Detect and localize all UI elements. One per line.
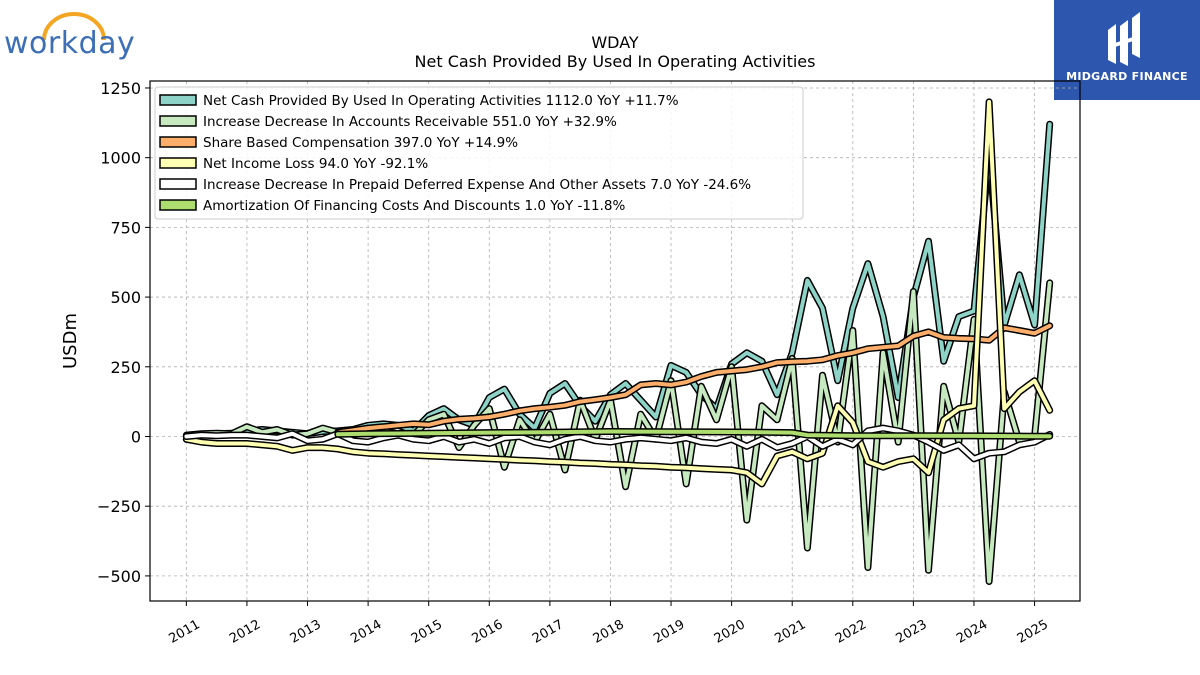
y-tick-label: −250 bbox=[97, 497, 141, 516]
legend-swatch bbox=[159, 115, 197, 127]
midgard-finance-logo: MIDGARD FINANCE bbox=[1054, 0, 1200, 100]
y-tick-label: 750 bbox=[110, 218, 141, 237]
series-line-3 bbox=[184, 99, 1052, 486]
y-axis-label: USDm bbox=[60, 313, 81, 369]
x-tick-label: 2013 bbox=[288, 617, 324, 647]
legend: Net Cash Provided By Used In Operating A… bbox=[154, 86, 804, 220]
x-tick-label: 2025 bbox=[1015, 617, 1051, 647]
legend-box bbox=[154, 86, 804, 220]
x-tick-label: 2017 bbox=[530, 617, 566, 647]
series-line-5 bbox=[335, 429, 1052, 439]
chart-title: WDAY bbox=[591, 33, 639, 52]
midgard-finance-text: MIDGARD FINANCE bbox=[1066, 70, 1188, 83]
x-tick-label: 2015 bbox=[409, 617, 445, 647]
x-tick-label: 2016 bbox=[469, 617, 505, 647]
x-tick-label: 2011 bbox=[167, 617, 203, 647]
legend-entry: Share Based Compensation 397.0 YoY +14.9… bbox=[203, 135, 518, 151]
x-tick-label: 2014 bbox=[348, 617, 384, 647]
series-line-2 bbox=[335, 323, 1052, 435]
y-tick-label: −500 bbox=[97, 567, 141, 586]
y-tick-label: 1250 bbox=[100, 79, 141, 98]
y-axis: 1250 1000 750 500 250 0 −250 −500 bbox=[97, 79, 150, 586]
x-tick-label: 2020 bbox=[712, 617, 748, 647]
legend-entry: Net Cash Provided By Used In Operating A… bbox=[203, 93, 679, 109]
plot-frame bbox=[149, 80, 1081, 602]
midgard-emblem-icon bbox=[1108, 12, 1140, 66]
chart-subtitle: Net Cash Provided By Used In Operating A… bbox=[414, 52, 816, 71]
workday-logo-text: workday bbox=[4, 26, 136, 61]
legend-swatch bbox=[159, 199, 197, 211]
series-lines bbox=[182, 98, 1054, 585]
x-tick-label: 2012 bbox=[227, 617, 263, 647]
y-tick-label: 1000 bbox=[100, 149, 141, 168]
x-tick-label: 2019 bbox=[651, 617, 687, 647]
y-tick-label: 500 bbox=[110, 288, 141, 307]
workday-logo: workday bbox=[4, 4, 144, 61]
legend-swatch bbox=[159, 178, 197, 190]
legend-swatch bbox=[159, 157, 197, 169]
y-tick-label: 250 bbox=[110, 358, 141, 377]
legend-entry: Increase Decrease In Accounts Receivable… bbox=[203, 114, 617, 130]
legend-swatch bbox=[159, 94, 197, 106]
x-tick-label: 2021 bbox=[772, 617, 808, 647]
y-tick-label: 0 bbox=[131, 427, 141, 446]
legend-entry: Increase Decrease In Prepaid Deferred Ex… bbox=[203, 177, 751, 193]
x-tick-label: 2022 bbox=[833, 617, 869, 647]
workday-arc-icon bbox=[42, 12, 106, 41]
x-tick-label: 2023 bbox=[894, 617, 930, 647]
legend-swatch bbox=[159, 136, 197, 148]
x-tick-label: 2024 bbox=[954, 617, 990, 647]
x-axis: 2011 2012 2013 2014 2015 2016 2017 2018 2019 2020… bbox=[167, 601, 1051, 647]
legend-entry: Amortization Of Financing Costs And Disc… bbox=[203, 198, 625, 214]
x-tick-label: 2018 bbox=[591, 617, 627, 647]
legend-entry: Net Income Loss 94.0 YoY -92.1% bbox=[203, 156, 428, 172]
